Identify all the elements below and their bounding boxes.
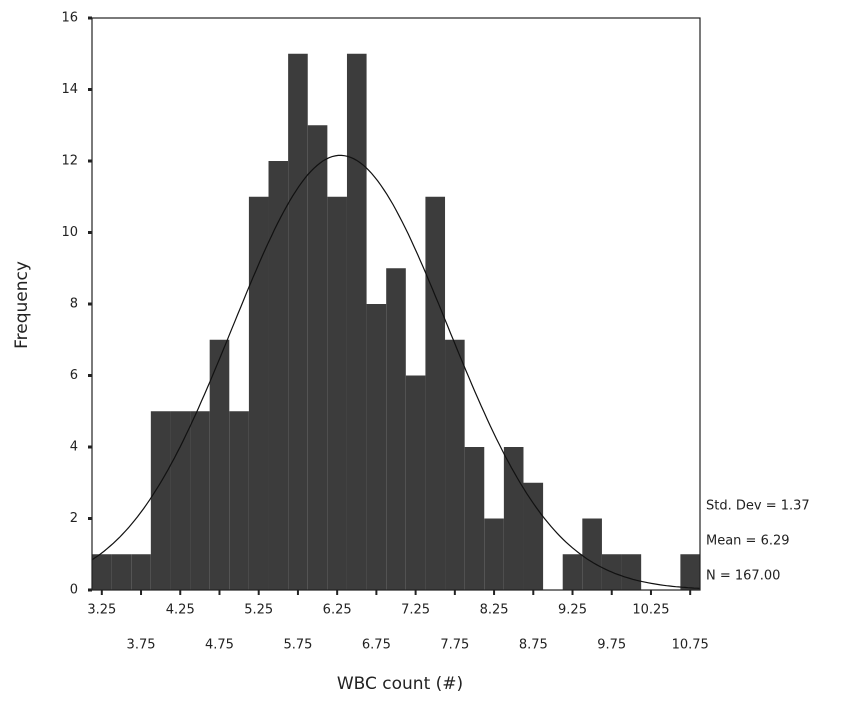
bar <box>190 411 210 590</box>
bar <box>582 518 602 590</box>
x-tick-label: 6.25 <box>323 603 352 618</box>
bar <box>327 196 347 590</box>
bar <box>680 554 700 590</box>
bar <box>288 53 308 590</box>
bar <box>248 196 269 590</box>
x-tick-label: 9.25 <box>558 603 587 618</box>
bar <box>386 268 406 590</box>
bar <box>346 53 367 590</box>
bar <box>562 554 583 590</box>
bar <box>425 196 446 590</box>
bar <box>366 304 387 590</box>
bar <box>445 339 465 590</box>
bar <box>131 554 151 590</box>
y-tick-label: 10 <box>61 225 78 240</box>
mean-label: Mean = 6.29 <box>706 534 790 549</box>
x-tick-label: 8.25 <box>480 603 509 618</box>
bar <box>268 161 289 590</box>
n-label: N = 167.00 <box>706 569 780 584</box>
y-tick-label: 16 <box>61 11 78 26</box>
x-tick-label: 5.75 <box>283 638 312 653</box>
y-tick-label: 2 <box>70 511 78 526</box>
std-dev-label: Std. Dev = 1.37 <box>706 499 810 514</box>
bar <box>111 554 132 590</box>
normal-curve <box>91 154 701 589</box>
x-tick-label: 3.75 <box>127 638 156 653</box>
x-tick-label: 7.25 <box>401 603 430 618</box>
x-tick-label: 3.25 <box>87 603 116 618</box>
y-tick-label: 8 <box>70 297 78 312</box>
bar <box>307 125 328 590</box>
bar <box>405 375 426 590</box>
x-tick-label: 7.75 <box>440 638 469 653</box>
x-tick-label: 4.25 <box>166 603 195 618</box>
x-tick-label: 4.75 <box>205 638 234 653</box>
y-axis-label: Frequency <box>12 261 32 349</box>
bar <box>209 339 230 590</box>
x-tick-label: 5.25 <box>244 603 273 618</box>
bar <box>229 411 249 590</box>
y-tick-label: 6 <box>70 368 78 383</box>
x-tick-label: 10.75 <box>672 638 709 653</box>
x-tick-label: 10.25 <box>632 603 669 618</box>
bar <box>523 482 544 590</box>
x-axis-label: WBC count (#) <box>337 674 463 694</box>
y-tick-label: 0 <box>70 583 78 598</box>
bar <box>484 518 504 590</box>
bar <box>621 554 642 590</box>
bar <box>92 554 112 590</box>
bar <box>503 447 524 590</box>
bar <box>170 411 191 590</box>
bar <box>150 411 171 590</box>
x-tick-label: 6.75 <box>362 638 391 653</box>
y-tick-label: 12 <box>61 154 78 169</box>
y-tick-label: 4 <box>70 440 78 455</box>
y-tick-label: 14 <box>61 82 78 97</box>
x-tick-label: 9.75 <box>597 638 626 653</box>
bar <box>464 447 485 590</box>
x-tick-label: 8.75 <box>519 638 548 653</box>
